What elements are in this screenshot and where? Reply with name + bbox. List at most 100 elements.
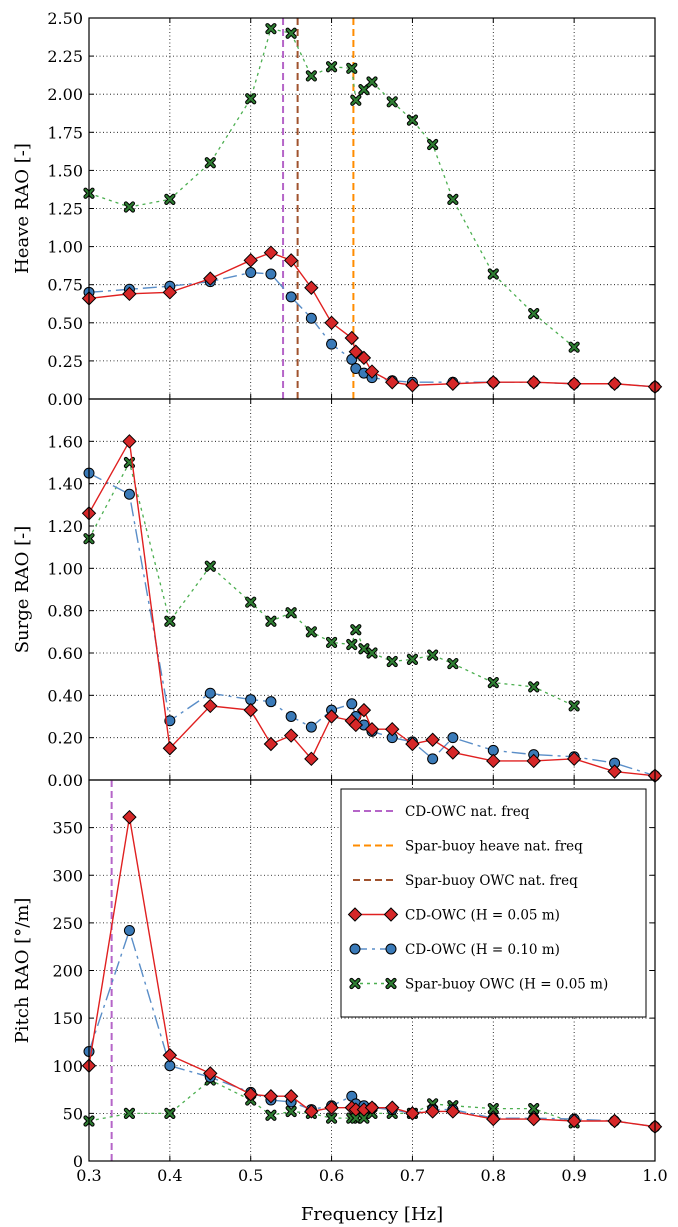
y-tick-label: 0.75: [47, 276, 83, 295]
legend-box: [340, 788, 647, 1018]
data-point: [162, 285, 178, 300]
legend-label: CD-OWC (H = 0.10 m): [405, 942, 560, 958]
legend-label: CD-OWC nat. freq: [405, 804, 530, 820]
data-point: [245, 596, 257, 608]
data-point: [304, 1104, 319, 1119]
data-point: [243, 702, 258, 718]
data-point: [566, 751, 582, 767]
legend-marker: [385, 943, 397, 955]
data-point: [265, 615, 277, 627]
series-cd-owc-h005: [81, 809, 663, 1134]
data-point: [203, 1066, 218, 1081]
data-point: [350, 363, 362, 375]
legend-item: Spar-buoy OWC nat. freq: [353, 873, 578, 889]
data-point: [324, 315, 339, 331]
data-point: [346, 62, 358, 74]
series-spar-buoy-owc: [83, 456, 580, 712]
data-point: [164, 193, 176, 205]
data-point: [325, 61, 338, 73]
data-point: [304, 280, 319, 295]
x-tick-label: 0.4: [157, 1166, 182, 1185]
data-point: [304, 751, 319, 767]
data-point: [358, 84, 370, 96]
data-point: [364, 364, 380, 379]
y-tick-label: 250: [52, 914, 83, 933]
data-point: [487, 677, 499, 689]
y-tick-label: 100: [52, 1057, 83, 1076]
legend-item: CD-OWC (H = 0.05 m): [347, 907, 560, 924]
y-tick-label: 200: [52, 962, 83, 981]
legend-label: CD-OWC (H = 0.05 m): [405, 908, 560, 924]
data-point: [568, 700, 580, 712]
y-tick-label: 0.00: [47, 771, 83, 790]
y-tick-label: 1.00: [47, 559, 83, 578]
data-point: [405, 378, 420, 393]
panel-pitch: 0 50 100 150 200 250 300 350 Pitch RAO [°/m] 0.3 0…: [12, 779, 668, 1225]
y-tick-label: 1.25: [47, 200, 83, 219]
y-axis-label: Heave RAO [-]: [12, 143, 33, 274]
data-point: [164, 715, 176, 727]
data-point: [486, 1111, 501, 1127]
grid: [89, 18, 655, 399]
data-point: [526, 753, 541, 769]
x-tick-label: 0.6: [319, 1166, 344, 1185]
data-point: [445, 376, 461, 391]
data-point: [366, 76, 378, 88]
data-point: [406, 653, 419, 665]
data-point: [305, 312, 317, 324]
data-point: [245, 267, 257, 279]
data-point: [348, 344, 364, 359]
y-tick-label: 1.50: [47, 161, 83, 180]
legend-marker: [385, 977, 397, 990]
data-point: [350, 94, 362, 106]
data-point: [568, 341, 580, 353]
y-tick-label: 1.40: [47, 475, 83, 494]
series-spar-buoy-owc: [83, 23, 580, 353]
data-point: [385, 375, 400, 390]
x-tick-label: 0.7: [400, 1166, 425, 1185]
y-tick-label: 300: [52, 866, 83, 885]
data-point: [283, 1089, 299, 1104]
data-point: [447, 193, 459, 205]
series-line: [88, 472, 656, 777]
data-point: [427, 649, 439, 661]
data-point: [265, 268, 277, 280]
legend-item: CD-OWC (H = 0.10 m): [349, 942, 560, 958]
legend-item: Spar-buoy OWC (H = 0.05 m): [349, 977, 608, 993]
grid: [89, 399, 655, 780]
data-point: [346, 698, 358, 710]
y-tick-label: 1.00: [47, 238, 83, 257]
plot-frame: [88, 779, 656, 1162]
y-axis-label: Pitch RAO [°/m]: [12, 898, 33, 1044]
data-point: [122, 809, 137, 825]
legend-label: Spar-buoy OWC nat. freq: [405, 873, 578, 889]
y-tick-label: 0.00: [47, 390, 83, 409]
data-point: [325, 636, 338, 649]
data-point: [348, 717, 364, 733]
data-point: [447, 657, 459, 670]
data-point: [385, 1100, 400, 1115]
legend-label: Spar-buoy heave nat. freq: [405, 839, 583, 855]
data-point: [405, 1106, 420, 1121]
data-point: [406, 114, 419, 126]
data-point: [305, 70, 317, 82]
data-point: [364, 1100, 380, 1115]
data-point: [386, 655, 398, 668]
data-point: [607, 764, 622, 779]
data-point: [385, 721, 400, 737]
data-point: [324, 1100, 339, 1115]
y-tick-label: 0.25: [47, 352, 83, 371]
legend-item: CD-OWC nat. freq: [353, 804, 530, 820]
data-point: [344, 330, 359, 346]
data-point: [123, 488, 135, 500]
data-point: [263, 245, 279, 260]
data-point: [346, 638, 358, 651]
data-point: [122, 434, 137, 449]
data-point: [285, 607, 297, 619]
data-point: [204, 157, 216, 169]
data-point: [324, 709, 339, 724]
data-point: [358, 643, 370, 655]
data-point: [526, 1111, 541, 1127]
data-point: [265, 696, 277, 708]
